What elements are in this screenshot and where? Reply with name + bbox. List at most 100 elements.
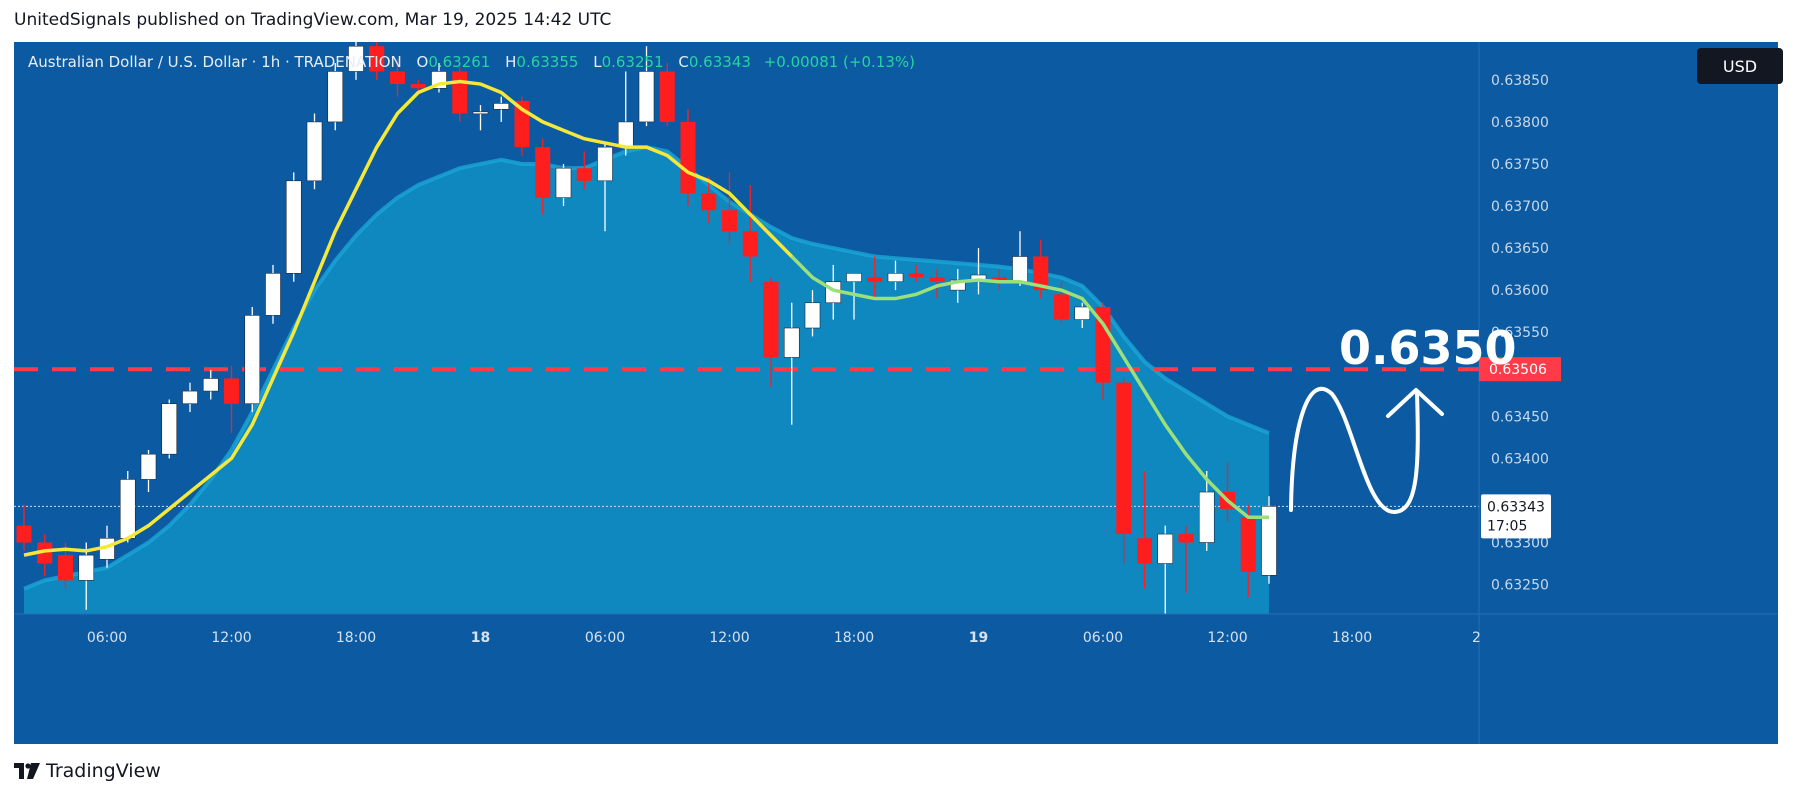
candle-body	[555, 167, 572, 198]
candle-body	[1033, 256, 1049, 291]
moving-average-line-tail	[790, 255, 1269, 520]
candle-body	[1198, 491, 1215, 543]
arrow-head-icon	[1386, 388, 1444, 418]
candle-body	[452, 71, 468, 114]
candle	[244, 306, 261, 413]
price-chart[interactable]: 0.632500.633000.633500.634000.634500.635…	[14, 42, 1778, 744]
candle-body	[763, 281, 779, 358]
time-tick-label: 06:00	[585, 630, 625, 646]
candle-body	[410, 84, 426, 89]
chart-frame[interactable]: 0.632500.633000.633500.634000.634500.635…	[14, 42, 1783, 744]
candle-body	[285, 180, 302, 274]
candle-body	[722, 210, 737, 232]
candle	[638, 46, 655, 127]
time-tick-label: 18	[471, 630, 490, 646]
time-tick-label: 06:00	[1083, 630, 1123, 646]
candle	[763, 277, 779, 387]
candle-body	[493, 103, 510, 110]
candle-body	[1137, 538, 1152, 564]
candle	[1261, 496, 1277, 584]
candle	[1033, 239, 1049, 299]
candle-body	[929, 277, 945, 282]
candle-body	[369, 46, 385, 72]
candle-body	[472, 111, 489, 115]
candle-body	[306, 121, 323, 182]
countdown-text: 17:05	[1487, 518, 1527, 534]
candle	[617, 71, 634, 156]
candle	[722, 172, 737, 244]
time-tick-label: 06:00	[87, 630, 127, 646]
candle-body	[1054, 294, 1069, 320]
target-price-annotation: 0.6350	[1339, 321, 1517, 375]
candle-body	[783, 327, 800, 358]
candle	[161, 399, 178, 459]
candle	[452, 67, 468, 122]
candle	[929, 269, 945, 299]
change-value: +0.00081 (+0.13%)	[763, 53, 915, 71]
candle-body	[202, 378, 219, 392]
price-tick-label: 0.63850	[1491, 73, 1549, 89]
candle-body	[140, 453, 157, 480]
target-price-badge	[1479, 357, 1561, 382]
price-tick-label: 0.63250	[1491, 578, 1549, 594]
low-value: 0.63251	[601, 53, 664, 71]
close-label: C	[678, 53, 689, 71]
candle-body	[348, 45, 364, 72]
candle-body	[576, 168, 592, 181]
candle-body	[1240, 517, 1256, 572]
candle-body	[1157, 533, 1174, 564]
candle	[348, 42, 364, 80]
price-tick-label: 0.63750	[1491, 157, 1549, 173]
currency-button[interactable]: USD	[1697, 48, 1783, 84]
candle	[1012, 231, 1028, 286]
candle	[1198, 471, 1215, 551]
candle-body	[701, 193, 717, 211]
time-tick-label: 12:00	[1207, 630, 1247, 646]
candle	[472, 105, 489, 131]
candle-body	[908, 273, 924, 278]
time-tick-label: 18:00	[834, 630, 874, 646]
time-tick-label: 19	[969, 630, 988, 646]
candle	[908, 264, 924, 282]
candle-body	[161, 403, 178, 455]
candle-body	[182, 390, 198, 405]
price-tick-label: 0.63450	[1491, 409, 1549, 425]
tradingview-footer[interactable]: TradingView	[14, 760, 161, 782]
candle-body	[119, 479, 136, 539]
price-tick-label: 0.63300	[1491, 536, 1549, 552]
high-label: H	[505, 53, 517, 71]
ohlc-legend: Australian Dollar / U.S. Dollar · 1h · T…	[28, 53, 915, 71]
time-tick-label: 18:00	[336, 630, 376, 646]
candle	[535, 138, 551, 215]
candle-body	[535, 147, 551, 198]
candle-body	[867, 277, 883, 282]
tradingview-logo-text: TradingView	[46, 760, 161, 782]
current-price-badge-text: 0.63343	[1487, 499, 1545, 515]
candle	[1240, 504, 1256, 598]
candle	[783, 302, 800, 425]
candle-body	[327, 71, 344, 123]
time-tick-label: 12:00	[709, 630, 749, 646]
symbol-title[interactable]: Australian Dollar / U.S. Dollar · 1h · T…	[28, 53, 402, 71]
candle	[804, 290, 821, 337]
low-label: L	[593, 53, 602, 71]
candle	[867, 256, 883, 299]
candle-body	[804, 302, 821, 329]
projection-wave-arrow	[1289, 386, 1420, 515]
tradingview-logo-icon	[14, 763, 40, 779]
current-price-badge	[1481, 494, 1551, 539]
candle	[680, 109, 696, 207]
candle-body	[244, 315, 261, 405]
price-tick-label: 0.63650	[1491, 241, 1549, 257]
candle-body	[597, 146, 613, 182]
candle-body	[78, 554, 95, 581]
candle-body	[887, 273, 904, 283]
target-price-badge-text: 0.63506	[1489, 362, 1547, 378]
candle	[140, 449, 157, 493]
candle	[659, 63, 675, 127]
candle	[1178, 525, 1194, 593]
candle-body	[680, 121, 696, 194]
candle	[887, 260, 904, 291]
candle-body	[638, 71, 655, 123]
candle	[701, 176, 717, 223]
